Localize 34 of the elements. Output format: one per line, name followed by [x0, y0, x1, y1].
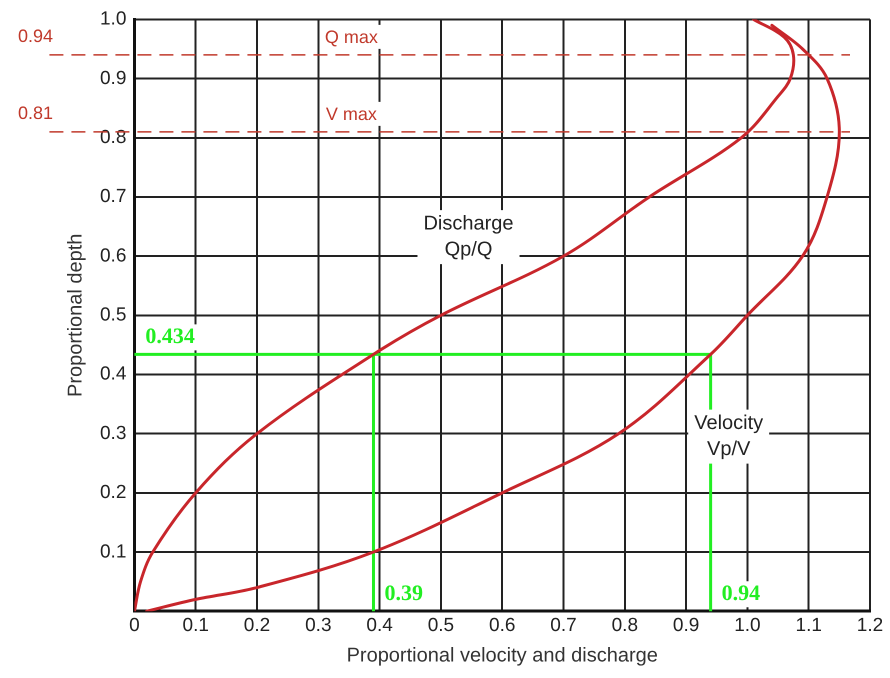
text: 0.81	[18, 102, 54, 123]
x-axis-title: Proportional velocity and discharge	[346, 644, 658, 667]
y-tick-label: 1.0	[100, 8, 126, 30]
x-tick-label: 0.1	[182, 614, 209, 636]
x-tick-label: 1.1	[795, 614, 822, 636]
x-tick-label: 1.0	[734, 614, 761, 636]
series-label: Velocity Vp/V	[694, 412, 764, 460]
x-tick-label: 0.2	[244, 614, 270, 636]
y-tick-label: 0.6	[100, 245, 126, 266]
y-tick-label: 0.3	[100, 422, 126, 444]
y-tick-label: 0.2	[100, 482, 126, 504]
x-tick-label: 0	[129, 614, 140, 636]
x-tick-label: 0.4	[366, 614, 394, 636]
x-tick-label: 1.2	[856, 614, 884, 636]
y-tick-label: 0.5	[100, 304, 126, 326]
y-tick-label: 0.9	[100, 68, 126, 89]
y-tick-label: 0.4	[100, 364, 127, 385]
y-tick-label: 0.8	[100, 126, 126, 148]
y-tick-label: 0.1	[100, 541, 126, 562]
annotation: 0.434	[145, 323, 195, 348]
x-tick-label: 0.6	[488, 614, 516, 636]
x-tick-label: 0.9	[672, 614, 700, 636]
text: 0.94	[18, 26, 54, 46]
y-axis-title: Proportional depth	[64, 234, 87, 398]
x-tick-label: 0.7	[550, 614, 577, 636]
y-tick-label: 0.7	[100, 186, 126, 208]
x-tick-label: 0.8	[612, 614, 638, 636]
annotation: 0.39	[384, 580, 423, 605]
x-tick-label: 0.3	[305, 614, 332, 636]
x-tick-label: 0.5	[428, 614, 454, 636]
ref-line-label: Q max	[324, 26, 378, 47]
annotation: 0.94	[722, 580, 760, 605]
series-label: Discharge Qp/Q	[423, 212, 514, 261]
ref-line-label: V max	[326, 104, 377, 124]
